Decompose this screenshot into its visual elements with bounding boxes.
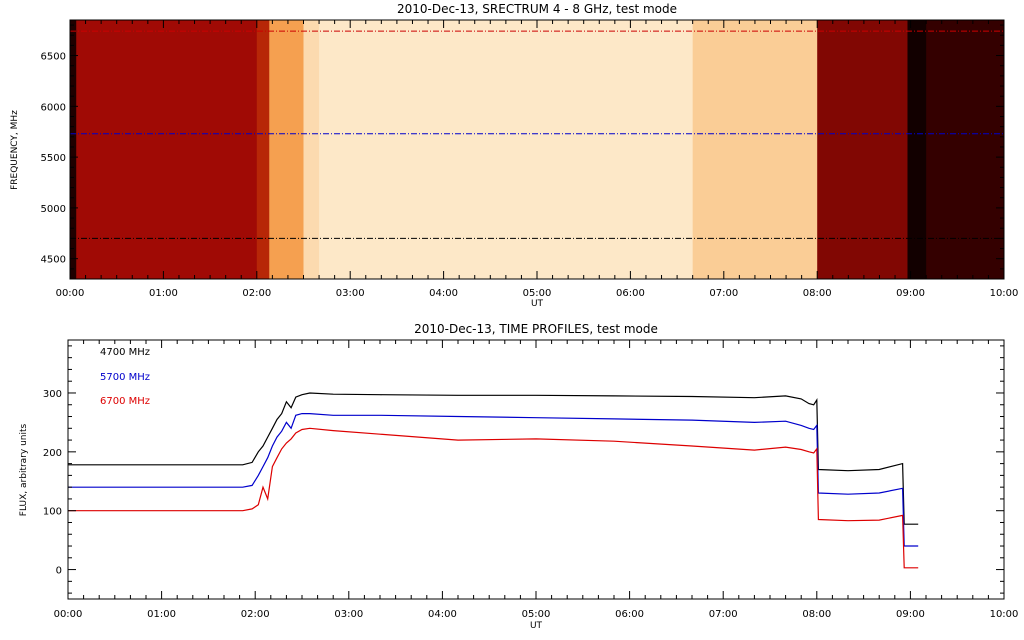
spectrum-xtick-label-5: 05:00	[523, 288, 552, 299]
profile-series	[68, 392, 919, 569]
profile-y-axis: 0 100 200 300	[43, 345, 1004, 594]
spectrum-ytick-label-3: 6000	[41, 102, 66, 113]
spectrum-y-axis: 4500 5000 5500 6000 6500	[41, 24, 1004, 280]
spectrum-xtick-label-8: 08:00	[803, 288, 832, 299]
spectrum-segment-6	[692, 20, 818, 279]
legend-6700: 6700 MHz	[100, 396, 150, 407]
spectrum-segment-0	[70, 20, 77, 279]
spectrum-ytick-label-4: 6500	[41, 52, 66, 63]
spectrum-heatmap	[70, 20, 1004, 279]
profile-ytick-label-2: 200	[43, 448, 62, 459]
spectrum-segment-3	[269, 20, 304, 279]
profile-ytick-label-3: 300	[43, 389, 62, 400]
profile-x-label: UT	[530, 621, 543, 631]
spectrum-xtick-label-3: 03:00	[336, 288, 365, 299]
profile-xtick-label-5: 05:00	[522, 609, 551, 620]
profile-xtick-label-9: 09:00	[896, 609, 925, 620]
legend-5700: 5700 MHz	[100, 372, 150, 383]
spectrum-xtick-label-9: 09:00	[896, 288, 925, 299]
spectrum-xtick-label-4: 04:00	[429, 288, 458, 299]
profile-ytick-label-0: 0	[56, 566, 62, 577]
spectrum-ytick-label-0: 4500	[41, 255, 66, 266]
spectrum-x-label: UT	[531, 299, 544, 309]
profile-series-line-0	[68, 392, 919, 525]
spectrum-segment-4	[303, 20, 320, 279]
legend-4700: 4700 MHz	[100, 347, 150, 358]
spectrum-segment-2	[256, 20, 270, 279]
spectrum-segment-9	[926, 20, 1004, 279]
profile-ytick-label-1: 100	[43, 507, 62, 518]
spectrum-title: 2010-Dec-13, SRECTRUM 4 - 8 GHz, test mo…	[397, 2, 677, 16]
profile-xtick-label-2: 02:00	[241, 609, 270, 620]
spectrum-reference-lines	[70, 30, 1004, 239]
spectrum-segment-7	[817, 20, 908, 279]
spectrum-panel: 2010-Dec-13, SRECTRUM 4 - 8 GHz, test mo…	[10, 2, 1018, 309]
profile-xtick-label-3: 03:00	[334, 609, 363, 620]
profile-xtick-label-6: 06:00	[615, 609, 644, 620]
spectrum-segment-8	[907, 20, 927, 279]
profile-xtick-label-8: 08:00	[802, 609, 831, 620]
profile-xtick-label-4: 04:00	[428, 609, 457, 620]
spectrum-ytick-label-2: 5500	[41, 153, 66, 164]
spectrum-segment-5	[319, 20, 694, 279]
profile-title: 2010-Dec-13, TIME PROFILES, test mode	[414, 322, 658, 336]
profile-panel: 2010-Dec-13, TIME PROFILES, test mode 00…	[19, 322, 1018, 631]
profile-series-line-2	[68, 427, 919, 569]
profile-xtick-label-10: 10:00	[990, 609, 1019, 620]
spectrum-x-axis: 00:00 01:00 02:00 03:00 04:00 05:00 06:00 07:00…	[56, 20, 1019, 299]
spectrum-ytick-label-1: 5000	[41, 204, 66, 215]
profile-xtick-label-7: 07:00	[709, 609, 738, 620]
spectrum-xtick-label-0: 00:00	[56, 288, 85, 299]
profile-xtick-label-0: 00:00	[54, 609, 83, 620]
profile-x-axis: 00:00 01:00 02:00 03:00 04:00 05:00 06:00 07:00…	[54, 340, 1019, 620]
profile-xtick-label-1: 01:00	[147, 609, 176, 620]
spectrum-y-label: FREQUENCY, MHz	[10, 110, 20, 190]
spectrum-xtick-label-10: 10:00	[990, 288, 1019, 299]
spectrum-xtick-label-2: 02:00	[242, 288, 271, 299]
spectrum-xtick-label-1: 01:00	[149, 288, 178, 299]
spectrum-xtick-label-7: 07:00	[709, 288, 738, 299]
spectrum-segment-1	[76, 20, 258, 279]
spectrum-xtick-label-6: 06:00	[616, 288, 645, 299]
profile-series-line-1	[68, 413, 919, 547]
profile-y-label: FLUX, arbitrary units	[19, 423, 29, 516]
